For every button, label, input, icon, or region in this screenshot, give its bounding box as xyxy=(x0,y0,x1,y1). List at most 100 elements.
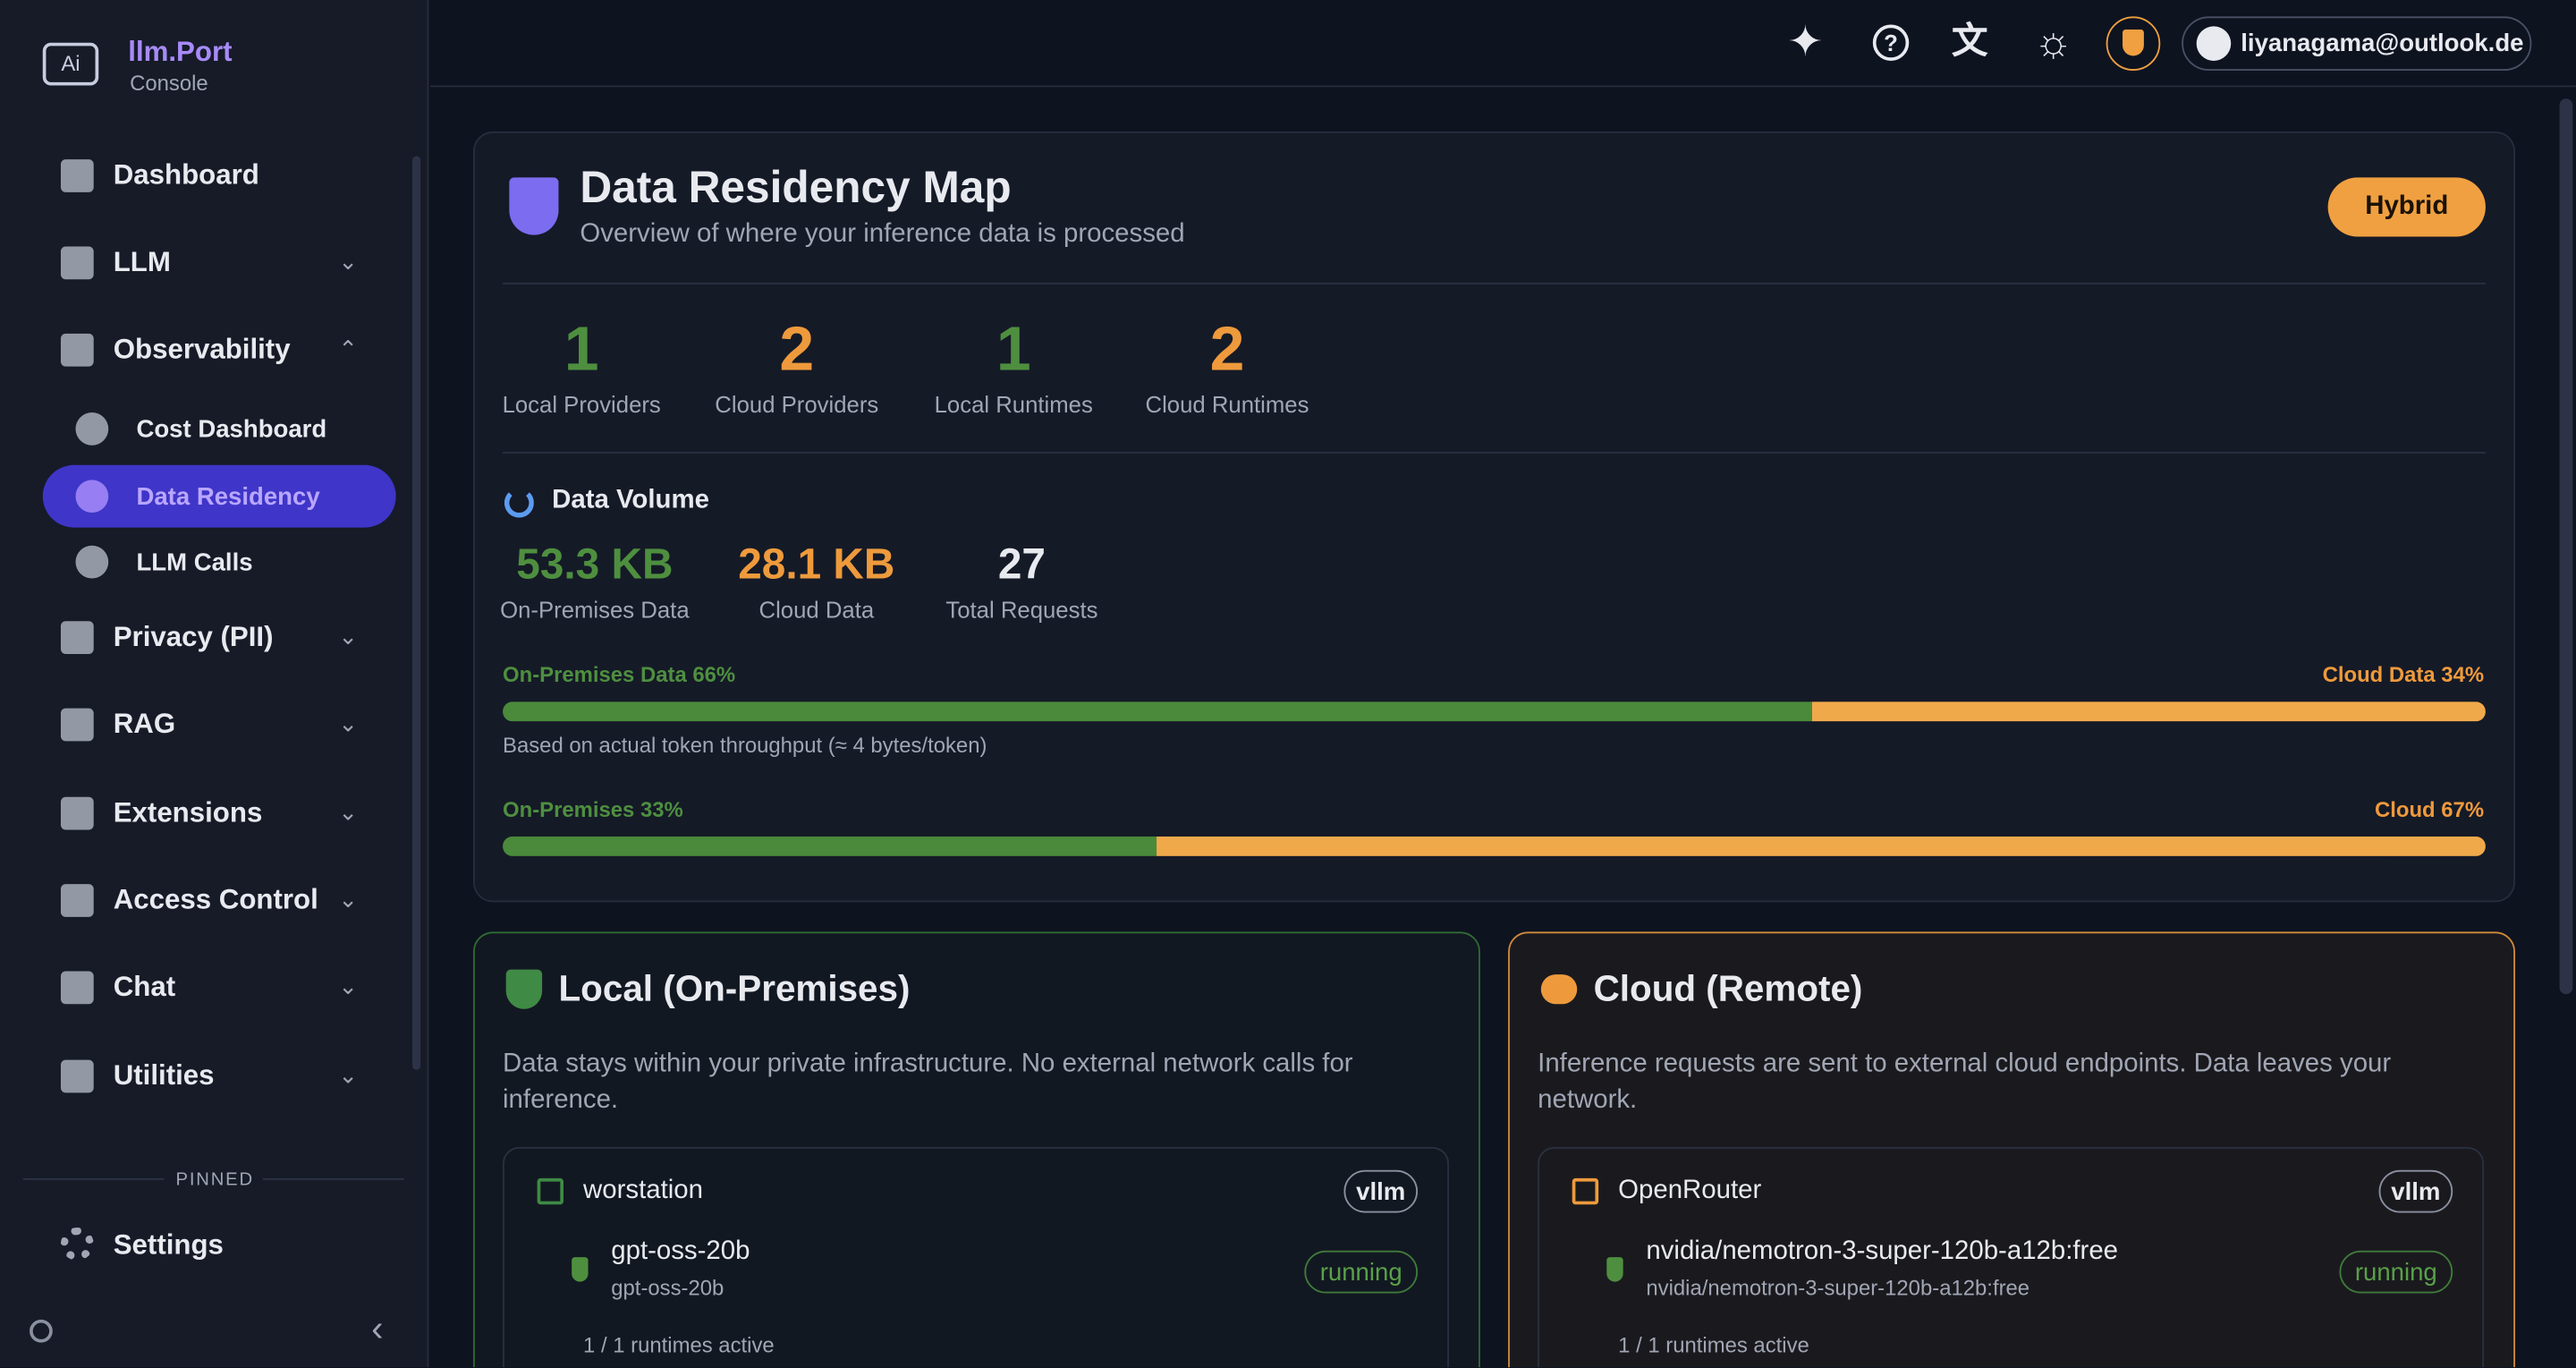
nav-chevron[interactable]: ⌄ xyxy=(338,709,358,736)
bar-segment xyxy=(503,836,1157,856)
nav-icon xyxy=(75,480,109,514)
provider-name: OpenRouter xyxy=(1618,1177,1762,1205)
nav-chevron[interactable]: ⌄ xyxy=(338,798,358,826)
metric-label: On-Premises Data xyxy=(500,596,690,624)
ai-button[interactable]: ✦ xyxy=(1787,16,1824,66)
avatar xyxy=(2196,26,2232,61)
metric-value: 28.1 KB xyxy=(738,539,895,589)
stat-label: Local Providers xyxy=(502,391,661,418)
bar-note: Based on actual token throughput (≈ 4 by… xyxy=(503,733,987,758)
stat-value: 1 xyxy=(996,315,1031,385)
topbar-border xyxy=(430,85,2576,88)
main-scrollbar xyxy=(2559,98,2573,995)
nav-icon xyxy=(60,246,94,280)
nav-item[interactable]: RAG xyxy=(113,708,176,740)
help-button[interactable]: ? xyxy=(1872,24,1910,61)
model-icon xyxy=(572,1257,589,1282)
nav-chevron[interactable]: ⌄ xyxy=(338,885,358,913)
nav-icon xyxy=(60,796,94,830)
refresh-button[interactable] xyxy=(30,1319,53,1343)
sidebar xyxy=(0,0,429,1368)
bar-segment xyxy=(1157,836,2486,856)
nav-icon xyxy=(75,412,109,446)
language-button[interactable]: 文 xyxy=(1951,20,1988,61)
nav-item[interactable]: Dashboard xyxy=(113,159,259,191)
shield-icon xyxy=(2123,30,2144,56)
settings-icon xyxy=(60,1228,94,1261)
bar-segment xyxy=(503,701,1812,722)
stat-label: Cloud Providers xyxy=(715,391,879,418)
card-title: Data Residency Map xyxy=(580,162,1012,212)
local-title: Local (On-Premises) xyxy=(558,967,911,1009)
metric-value: 27 xyxy=(997,539,1046,589)
nav-item[interactable]: Utilities xyxy=(113,1059,215,1092)
nav-icon xyxy=(60,159,94,192)
pinned-heading: PINNED xyxy=(175,1169,254,1190)
engine-badge: vllm xyxy=(1343,1169,1419,1213)
bar-left-label: On-Premises Data 66% xyxy=(503,662,736,687)
brand-name: llm.Port xyxy=(128,36,233,68)
model-id: gpt-oss-20b xyxy=(611,1275,724,1300)
runtime-summary: 1 / 1 runtimes active xyxy=(583,1332,775,1358)
provider-card xyxy=(503,1147,1449,1368)
nav-item[interactable]: Data Residency xyxy=(136,482,320,512)
provider-card xyxy=(1538,1147,2485,1368)
stat-label: Cloud Runtimes xyxy=(1145,391,1309,418)
nav-icon xyxy=(60,333,94,367)
stat-value: 2 xyxy=(779,315,815,385)
model-icon xyxy=(1606,1257,1623,1282)
nav-item[interactable]: Chat xyxy=(113,971,176,1003)
cloud-description: Inference requests are sent to external … xyxy=(1538,1049,2392,1115)
nav-item[interactable]: LLM Calls xyxy=(136,548,253,577)
model-name: nvidia/nemotron-3-super-120b-a12b:free xyxy=(1646,1237,2119,1266)
cloud-icon xyxy=(1540,974,1578,1005)
nav-chevron[interactable]: ⌄ xyxy=(338,1061,358,1088)
engine-badge: vllm xyxy=(2378,1169,2453,1213)
nav-chevron[interactable]: ⌄ xyxy=(338,973,358,999)
nav-item[interactable]: Privacy (PII) xyxy=(113,621,274,653)
model-id: nvidia/nemotron-3-super-120b-a12b:free xyxy=(1646,1275,2030,1300)
nav-item[interactable]: Access Control xyxy=(113,884,318,916)
provider-icon xyxy=(1572,1177,1599,1205)
model-name: gpt-oss-20b xyxy=(611,1237,750,1266)
bar-right-label: Cloud 67% xyxy=(2375,796,2485,822)
divider xyxy=(262,1177,404,1180)
residency-card xyxy=(472,131,2515,903)
divider xyxy=(503,282,2486,285)
security-button[interactable] xyxy=(2106,16,2161,71)
bar-left-label: On-Premises 33% xyxy=(503,796,683,822)
runtime-summary: 1 / 1 runtimes active xyxy=(1618,1332,1809,1358)
theme-button[interactable]: ☼ xyxy=(2033,16,2073,66)
collapse-button[interactable]: ‹ xyxy=(371,1308,384,1349)
nav-item[interactable]: Extensions xyxy=(113,796,263,828)
nav-chevron[interactable]: ⌄ xyxy=(338,248,358,275)
user-menu[interactable] xyxy=(2182,16,2532,71)
nav-chevron[interactable]: ⌄ xyxy=(338,335,358,362)
bar-track xyxy=(503,701,2486,722)
metric-label: Total Requests xyxy=(945,596,1098,624)
stat-value: 2 xyxy=(1209,315,1245,385)
nav-icon xyxy=(60,971,94,1005)
nav-chevron[interactable]: ⌄ xyxy=(338,623,358,650)
divider xyxy=(22,1177,165,1180)
settings-link[interactable]: Settings xyxy=(113,1228,224,1261)
nav-item[interactable]: Observability xyxy=(113,333,291,365)
nav-icon xyxy=(60,884,94,917)
cloud-panel xyxy=(1508,931,2515,1368)
nav-icon xyxy=(75,545,109,579)
nav-item[interactable]: Cost Dashboard xyxy=(136,415,327,444)
bar-right-label: Cloud Data 34% xyxy=(2322,662,2485,687)
shield-icon xyxy=(509,177,559,235)
stat-label: Local Runtimes xyxy=(934,391,1093,418)
brand-sub: Console xyxy=(130,70,208,96)
nav-icon xyxy=(60,708,94,742)
nav-item[interactable]: LLM xyxy=(113,246,171,278)
volume-heading: Data Volume xyxy=(552,486,709,514)
local-description: Data stays within your private infrastru… xyxy=(503,1049,1353,1115)
bar-track xyxy=(503,836,2486,856)
bar-segment xyxy=(1811,701,2486,722)
local-panel xyxy=(472,931,1480,1368)
status-badge: running xyxy=(2339,1250,2453,1294)
